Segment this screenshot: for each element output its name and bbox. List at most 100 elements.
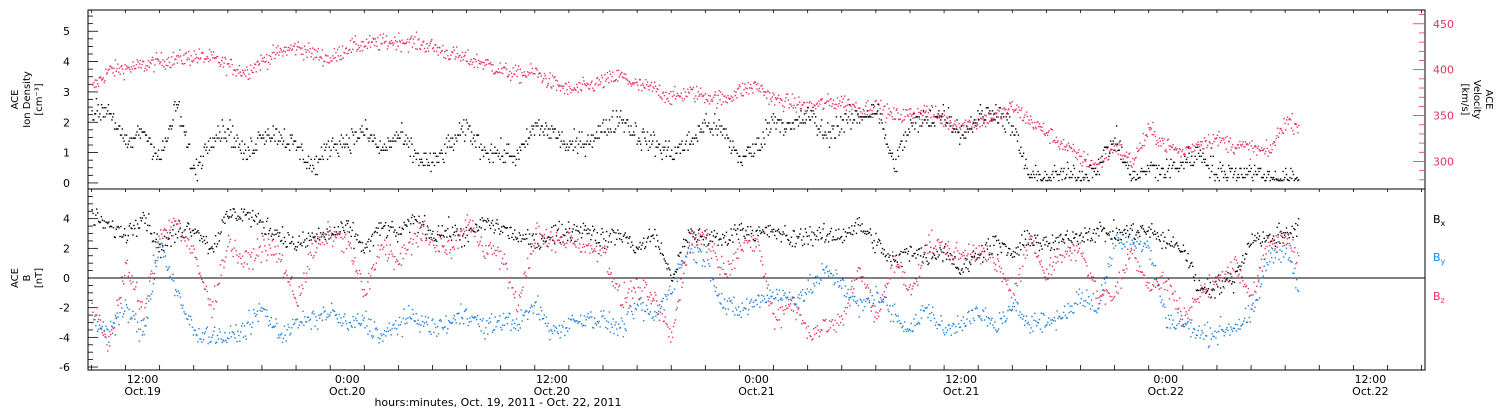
bx-series-point: [238, 218, 240, 220]
bx-series-point: [675, 271, 678, 273]
velocity-series-point: [1108, 151, 1111, 153]
bx-series-point: [92, 212, 94, 215]
density-series-point: [427, 161, 430, 164]
velocity-series-point: [1270, 152, 1273, 154]
velocity-series-point: [344, 52, 346, 54]
velocity-series-point: [162, 59, 164, 61]
bx-series-point: [614, 244, 616, 246]
bx-series-point: [256, 223, 259, 225]
velocity-series-point: [510, 72, 513, 74]
velocity-series-point: [577, 91, 579, 93]
density-series-point: [221, 119, 224, 121]
velocity-series-point: [1143, 144, 1145, 147]
by-series-point: [439, 319, 442, 321]
density-series-point: [1164, 173, 1166, 176]
velocity-series-point: [1025, 122, 1027, 124]
density-series-point: [1060, 167, 1063, 170]
velocity-series-point: [565, 83, 567, 85]
density-series-point: [877, 104, 880, 106]
velocity-series-point: [1248, 149, 1250, 151]
bx-series-point: [167, 238, 169, 240]
velocity-series-point: [1157, 145, 1160, 147]
density-series-point: [1077, 176, 1079, 179]
density-series-point: [237, 137, 239, 139]
by-series-point: [305, 321, 308, 323]
density-series-point: [950, 116, 952, 118]
density-series-point: [557, 137, 559, 139]
velocity-series-point: [259, 69, 262, 71]
velocity-series-point: [835, 107, 837, 110]
density-series-point: [1273, 179, 1276, 181]
velocity-axis-label: ACEVelocity[km/s]: [1459, 80, 1494, 119]
velocity-series-point: [866, 113, 868, 116]
velocity-series-point: [912, 117, 914, 119]
velocity-series-point: [348, 48, 351, 51]
velocity-series-point: [1158, 137, 1161, 139]
by-series-point: [995, 329, 997, 331]
by-series-point: [1117, 237, 1120, 239]
density-series-point: [176, 107, 179, 109]
velocity-series-point: [1266, 147, 1269, 150]
by-series-point: [334, 314, 337, 317]
density-series-point: [841, 119, 844, 121]
density-series-point: [574, 146, 576, 148]
velocity-series-point: [722, 101, 724, 103]
velocity-series-point: [375, 41, 377, 43]
density-series-point: [352, 134, 355, 136]
velocity-series-point: [728, 98, 731, 101]
velocity-series-point: [1079, 155, 1081, 157]
velocity-series-point: [207, 57, 209, 60]
by-series-point: [807, 279, 809, 281]
by-series-point: [968, 310, 970, 312]
by-series-point: [879, 296, 882, 299]
velocity-series-point: [1276, 135, 1278, 137]
velocity-series-point: [211, 54, 213, 56]
bx-series-point: [612, 229, 614, 232]
by-series-point: [269, 323, 272, 326]
density-series-point: [1205, 164, 1208, 167]
by-series-point: [818, 282, 821, 285]
density-series-point: [984, 119, 987, 121]
by-series-point: [212, 334, 214, 336]
velocity-tick-label: 350: [1433, 110, 1454, 123]
density-series-point: [1118, 149, 1120, 151]
velocity-series-point: [1013, 111, 1015, 113]
velocity-series-point: [337, 55, 340, 57]
density-series-point: [536, 122, 538, 124]
by-series-point: [600, 310, 602, 312]
density-series-point: [505, 152, 507, 154]
velocity-series-point: [130, 65, 133, 68]
density-series-point: [1214, 179, 1216, 182]
by-series-point: [435, 335, 438, 337]
bx-series-point: [340, 221, 342, 223]
density-series-point: [1004, 131, 1007, 133]
density-series-point: [101, 107, 104, 109]
density-series-point: [531, 125, 533, 127]
velocity-series-point: [741, 82, 744, 85]
velocity-series-point: [1097, 163, 1099, 165]
density-series-point: [1161, 167, 1164, 170]
bx-series-point: [189, 231, 192, 233]
velocity-series-point: [868, 114, 871, 116]
velocity-series-point: [773, 104, 776, 106]
velocity-series-point: [366, 47, 369, 50]
by-series-point: [323, 311, 326, 313]
density-series-point: [585, 143, 587, 145]
by-series-point: [423, 322, 426, 324]
velocity-series-point: [984, 126, 987, 128]
velocity-series-point: [414, 36, 416, 38]
velocity-series-point: [117, 71, 120, 73]
by-series-point: [648, 313, 651, 316]
density-series-point: [292, 143, 294, 145]
by-series-point: [1152, 262, 1154, 264]
density-series-point: [897, 155, 900, 158]
velocity-series-point: [533, 73, 535, 75]
velocity-series-point: [157, 58, 159, 61]
density-series-point: [231, 146, 233, 148]
velocity-series-point: [716, 102, 719, 105]
velocity-series-point: [297, 41, 299, 43]
velocity-series-point: [620, 72, 622, 75]
density-series-point: [266, 134, 268, 136]
bx-series-point: [188, 223, 190, 225]
by-series-point: [444, 326, 446, 328]
